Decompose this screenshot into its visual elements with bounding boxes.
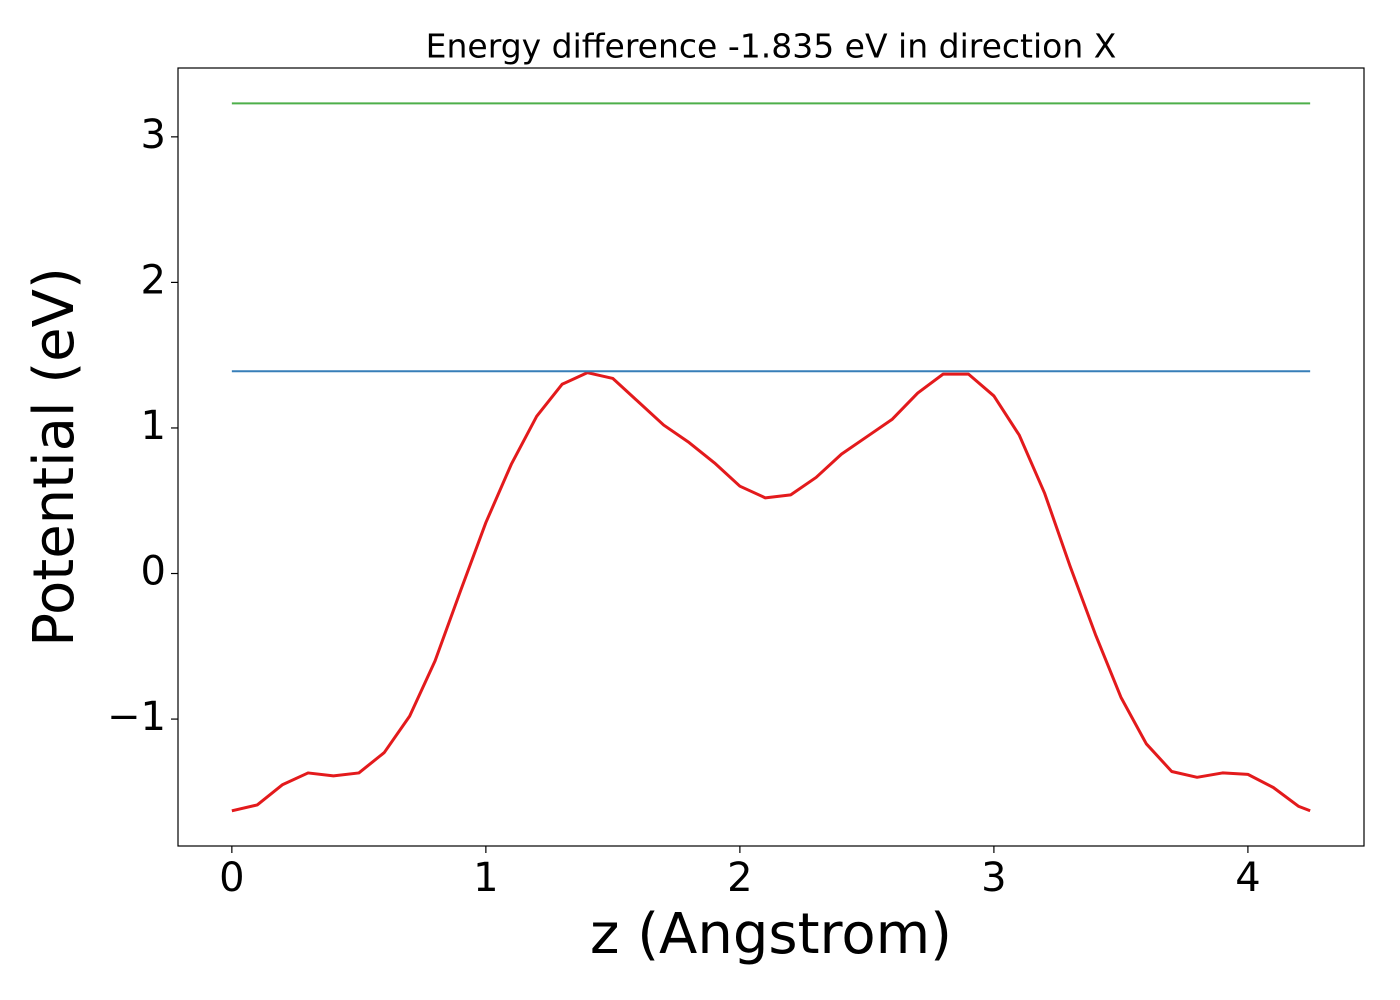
y-tick-label: −1 (107, 694, 166, 740)
y-tick-label: 1 (141, 403, 166, 449)
x-tick-label: 4 (1235, 855, 1260, 901)
x-tick-label: 2 (727, 855, 752, 901)
y-tick-label: 0 (141, 549, 166, 595)
x-tick-label: 0 (219, 855, 244, 901)
x-axis-label: z (Angstrom) (590, 902, 952, 967)
plot-frame (177, 67, 1365, 847)
line (231, 371, 1311, 813)
chart-title: Energy difference -1.835 eV in direction… (426, 27, 1117, 66)
x-tick-label: 1 (473, 855, 498, 901)
y-axis-label: Potential (eV) (22, 267, 87, 647)
x-tick-label: 3 (981, 855, 1006, 901)
y-tick-label: 2 (141, 257, 166, 303)
y-tick-label: 3 (141, 112, 166, 158)
